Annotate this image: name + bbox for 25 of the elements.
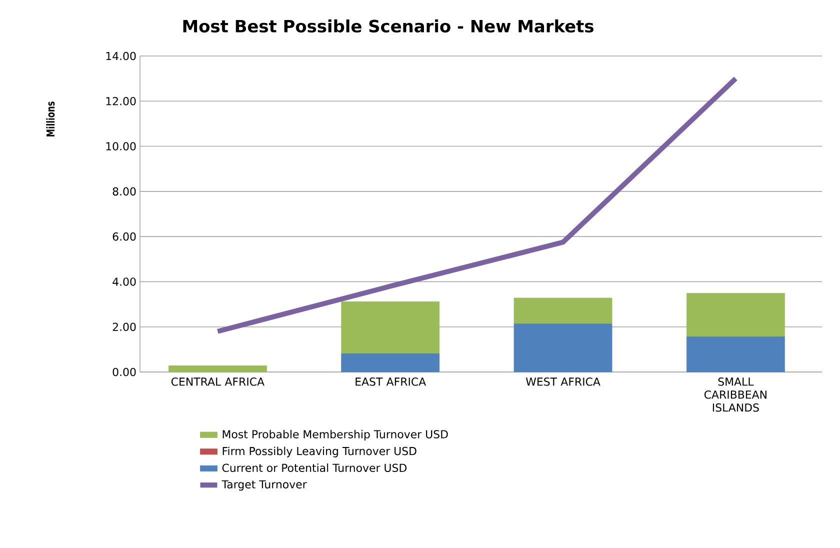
y-tick-label: 2.00 [112, 322, 136, 331]
chart-title: Most Best Possible Scenario - New Markets [183, 19, 594, 33]
y-tick-label: 8.00 [112, 187, 136, 196]
x-tick-label: SMALL CARIBBEAN ISLANDS [704, 378, 766, 412]
y-tick-label: 12.00 [106, 97, 136, 106]
bar [341, 301, 440, 354]
y-tick-label: 4.00 [112, 278, 136, 286]
bar [686, 293, 785, 337]
x-tick-label: WEST AFRICA [526, 378, 600, 386]
legend-label: Target Turnover [222, 480, 307, 491]
legend-label: Most Probable Membership Turnover USD [222, 430, 448, 441]
y-axis-title: Millions [46, 102, 55, 136]
bar [686, 336, 785, 372]
x-tick-label: EAST AFRICA [356, 378, 426, 386]
legend-label: Firm Possibly Leaving Turnover USD [222, 446, 416, 458]
legend-label: Current or Potential Turnover USD [222, 464, 406, 472]
y-tick-label: 10.00 [106, 142, 136, 150]
y-tick-label: 0.00 [112, 368, 136, 376]
bar [514, 298, 612, 324]
x-tick-label: CENTRAL AFRICA [171, 378, 264, 386]
bar [168, 365, 267, 372]
bar [341, 353, 440, 372]
bar [514, 323, 612, 372]
y-tick-label: 14.00 [106, 52, 136, 60]
y-tick-label: 6.00 [112, 232, 136, 241]
